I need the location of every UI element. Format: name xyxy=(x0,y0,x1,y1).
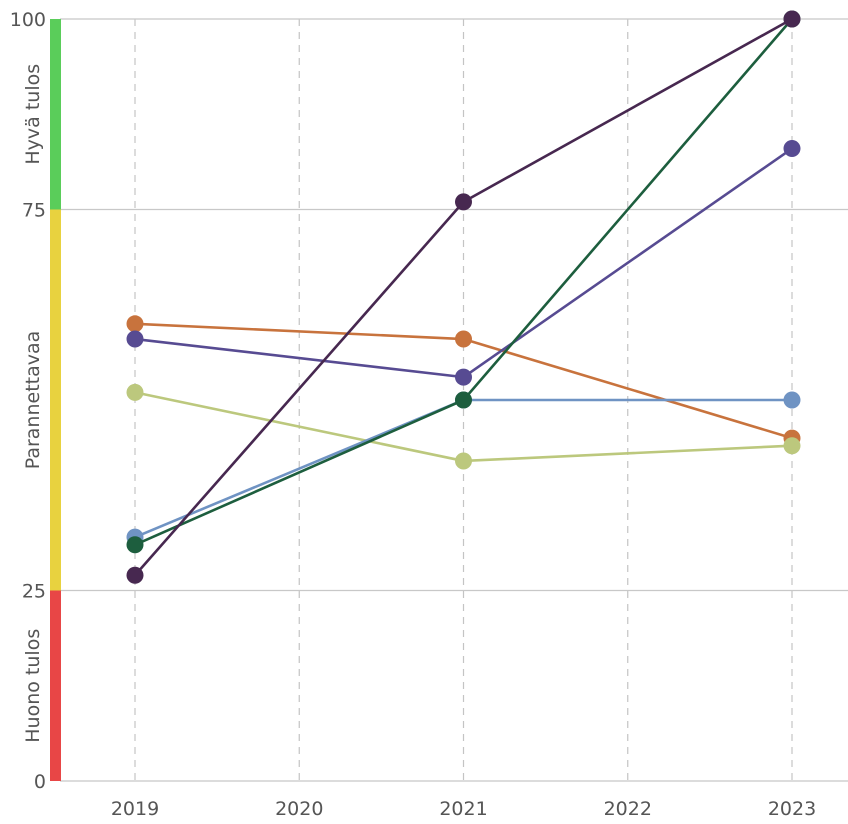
data-point xyxy=(455,368,472,386)
band-bar xyxy=(50,590,61,781)
data-point xyxy=(783,391,801,409)
series-1 xyxy=(126,140,801,386)
axes: 0 25 75 100 2019 2020 2021 2022 2023 xyxy=(10,9,816,820)
data-series xyxy=(126,10,801,584)
band-label: Hyvä tulos xyxy=(22,64,44,165)
band-label: Parannettavaa xyxy=(22,331,44,470)
x-tick-label: 2021 xyxy=(439,798,487,820)
series-5 xyxy=(126,10,801,584)
data-point xyxy=(783,10,801,28)
x-tick-label: 2020 xyxy=(275,798,323,820)
x-tick-label: 2023 xyxy=(768,798,816,820)
y-tick-label: 25 xyxy=(22,581,46,603)
quality-bands: Hyvä tulos Parannettavaa Huono tulos xyxy=(22,19,61,781)
y-tick-label: 100 xyxy=(10,9,46,31)
x-tick-label: 2022 xyxy=(604,798,652,820)
band-label: Huono tulos xyxy=(22,629,44,743)
series-2 xyxy=(126,383,801,470)
data-point xyxy=(455,330,472,348)
band-bar xyxy=(50,209,61,591)
data-point xyxy=(126,536,144,554)
y-tick-label: 75 xyxy=(22,200,46,222)
y-tick-label: 0 xyxy=(34,771,46,793)
data-point xyxy=(126,566,144,584)
data-point xyxy=(126,315,144,333)
data-point xyxy=(126,330,144,348)
band-bar xyxy=(50,19,61,210)
data-point xyxy=(455,193,472,211)
data-point xyxy=(126,383,144,401)
x-tick-label: 2019 xyxy=(111,798,159,820)
data-point xyxy=(455,452,472,470)
data-point xyxy=(783,437,801,455)
data-point xyxy=(455,391,472,409)
data-point xyxy=(783,140,801,158)
